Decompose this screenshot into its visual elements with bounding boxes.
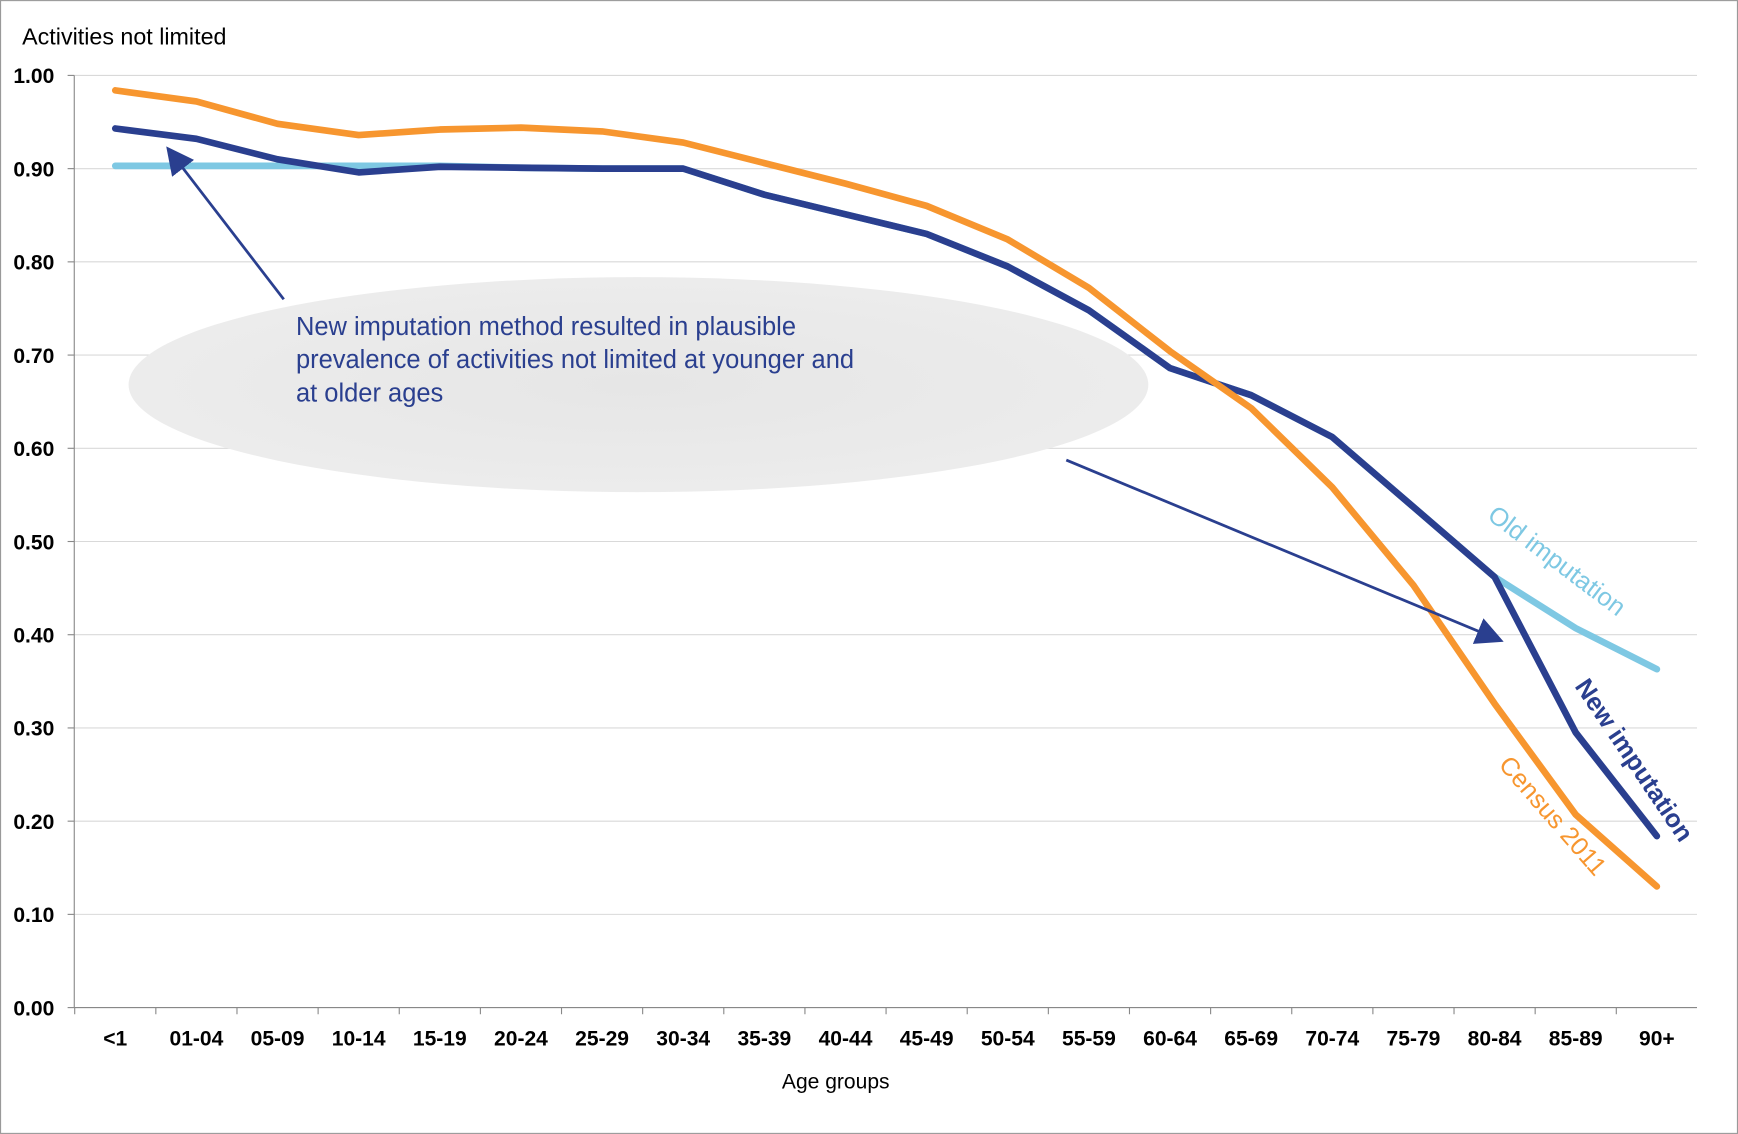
x-tick-label: 50-54 bbox=[981, 1027, 1035, 1050]
y-tick-label: 0.50 bbox=[13, 531, 54, 554]
y-tick-label: 0.40 bbox=[13, 624, 54, 647]
x-tick-label: 25-29 bbox=[575, 1027, 629, 1050]
x-axis-title: Age groups bbox=[782, 1071, 890, 1094]
x-tick-label: 60-64 bbox=[1143, 1027, 1197, 1050]
x-tick-label: 30-34 bbox=[656, 1027, 710, 1050]
y-tick-label: 1.00 bbox=[13, 65, 54, 88]
x-tick-label: 90+ bbox=[1639, 1027, 1675, 1050]
y-axis-title: Activities not limited bbox=[22, 23, 226, 49]
y-tick-label: 0.90 bbox=[13, 158, 54, 181]
x-tick-label: 15-19 bbox=[413, 1027, 467, 1050]
x-tick-label: <1 bbox=[103, 1027, 127, 1050]
arrow bbox=[166, 146, 285, 301]
x-tick-label: 75-79 bbox=[1387, 1027, 1441, 1050]
x-tick-label: 35-39 bbox=[737, 1027, 791, 1050]
x-tick-label: 55-59 bbox=[1062, 1027, 1116, 1050]
x-tick-label: 45-49 bbox=[900, 1027, 954, 1050]
x-tick-label: 65-69 bbox=[1224, 1027, 1278, 1050]
x-tick-label: 80-84 bbox=[1468, 1027, 1522, 1050]
x-tick-label: 85-89 bbox=[1549, 1027, 1603, 1050]
y-tick-label: 0.60 bbox=[13, 438, 54, 461]
y-tick-label: 0.80 bbox=[13, 252, 54, 275]
y-tick-label: 0.70 bbox=[13, 345, 54, 368]
x-tick-label: 40-44 bbox=[819, 1027, 873, 1050]
x-tick-label: 20-24 bbox=[494, 1027, 548, 1050]
x-tick-label: 10-14 bbox=[332, 1027, 386, 1050]
y-tick-label: 0.20 bbox=[13, 811, 54, 834]
y-tick-label: 0.30 bbox=[13, 718, 54, 741]
line-series bbox=[111, 87, 1661, 890]
annotation-ellipse bbox=[128, 277, 1149, 493]
y-tick-label: 0.00 bbox=[13, 997, 54, 1020]
x-tick-label: 01-04 bbox=[169, 1027, 223, 1050]
x-tick-label: 05-09 bbox=[251, 1027, 305, 1050]
y-tick-label: 0.10 bbox=[13, 904, 54, 927]
arrow bbox=[1065, 458, 1504, 644]
line-series bbox=[111, 125, 1661, 840]
annotation-text: New imputation method resulted in plausi… bbox=[296, 313, 854, 408]
x-tick-label: 70-74 bbox=[1305, 1027, 1359, 1050]
